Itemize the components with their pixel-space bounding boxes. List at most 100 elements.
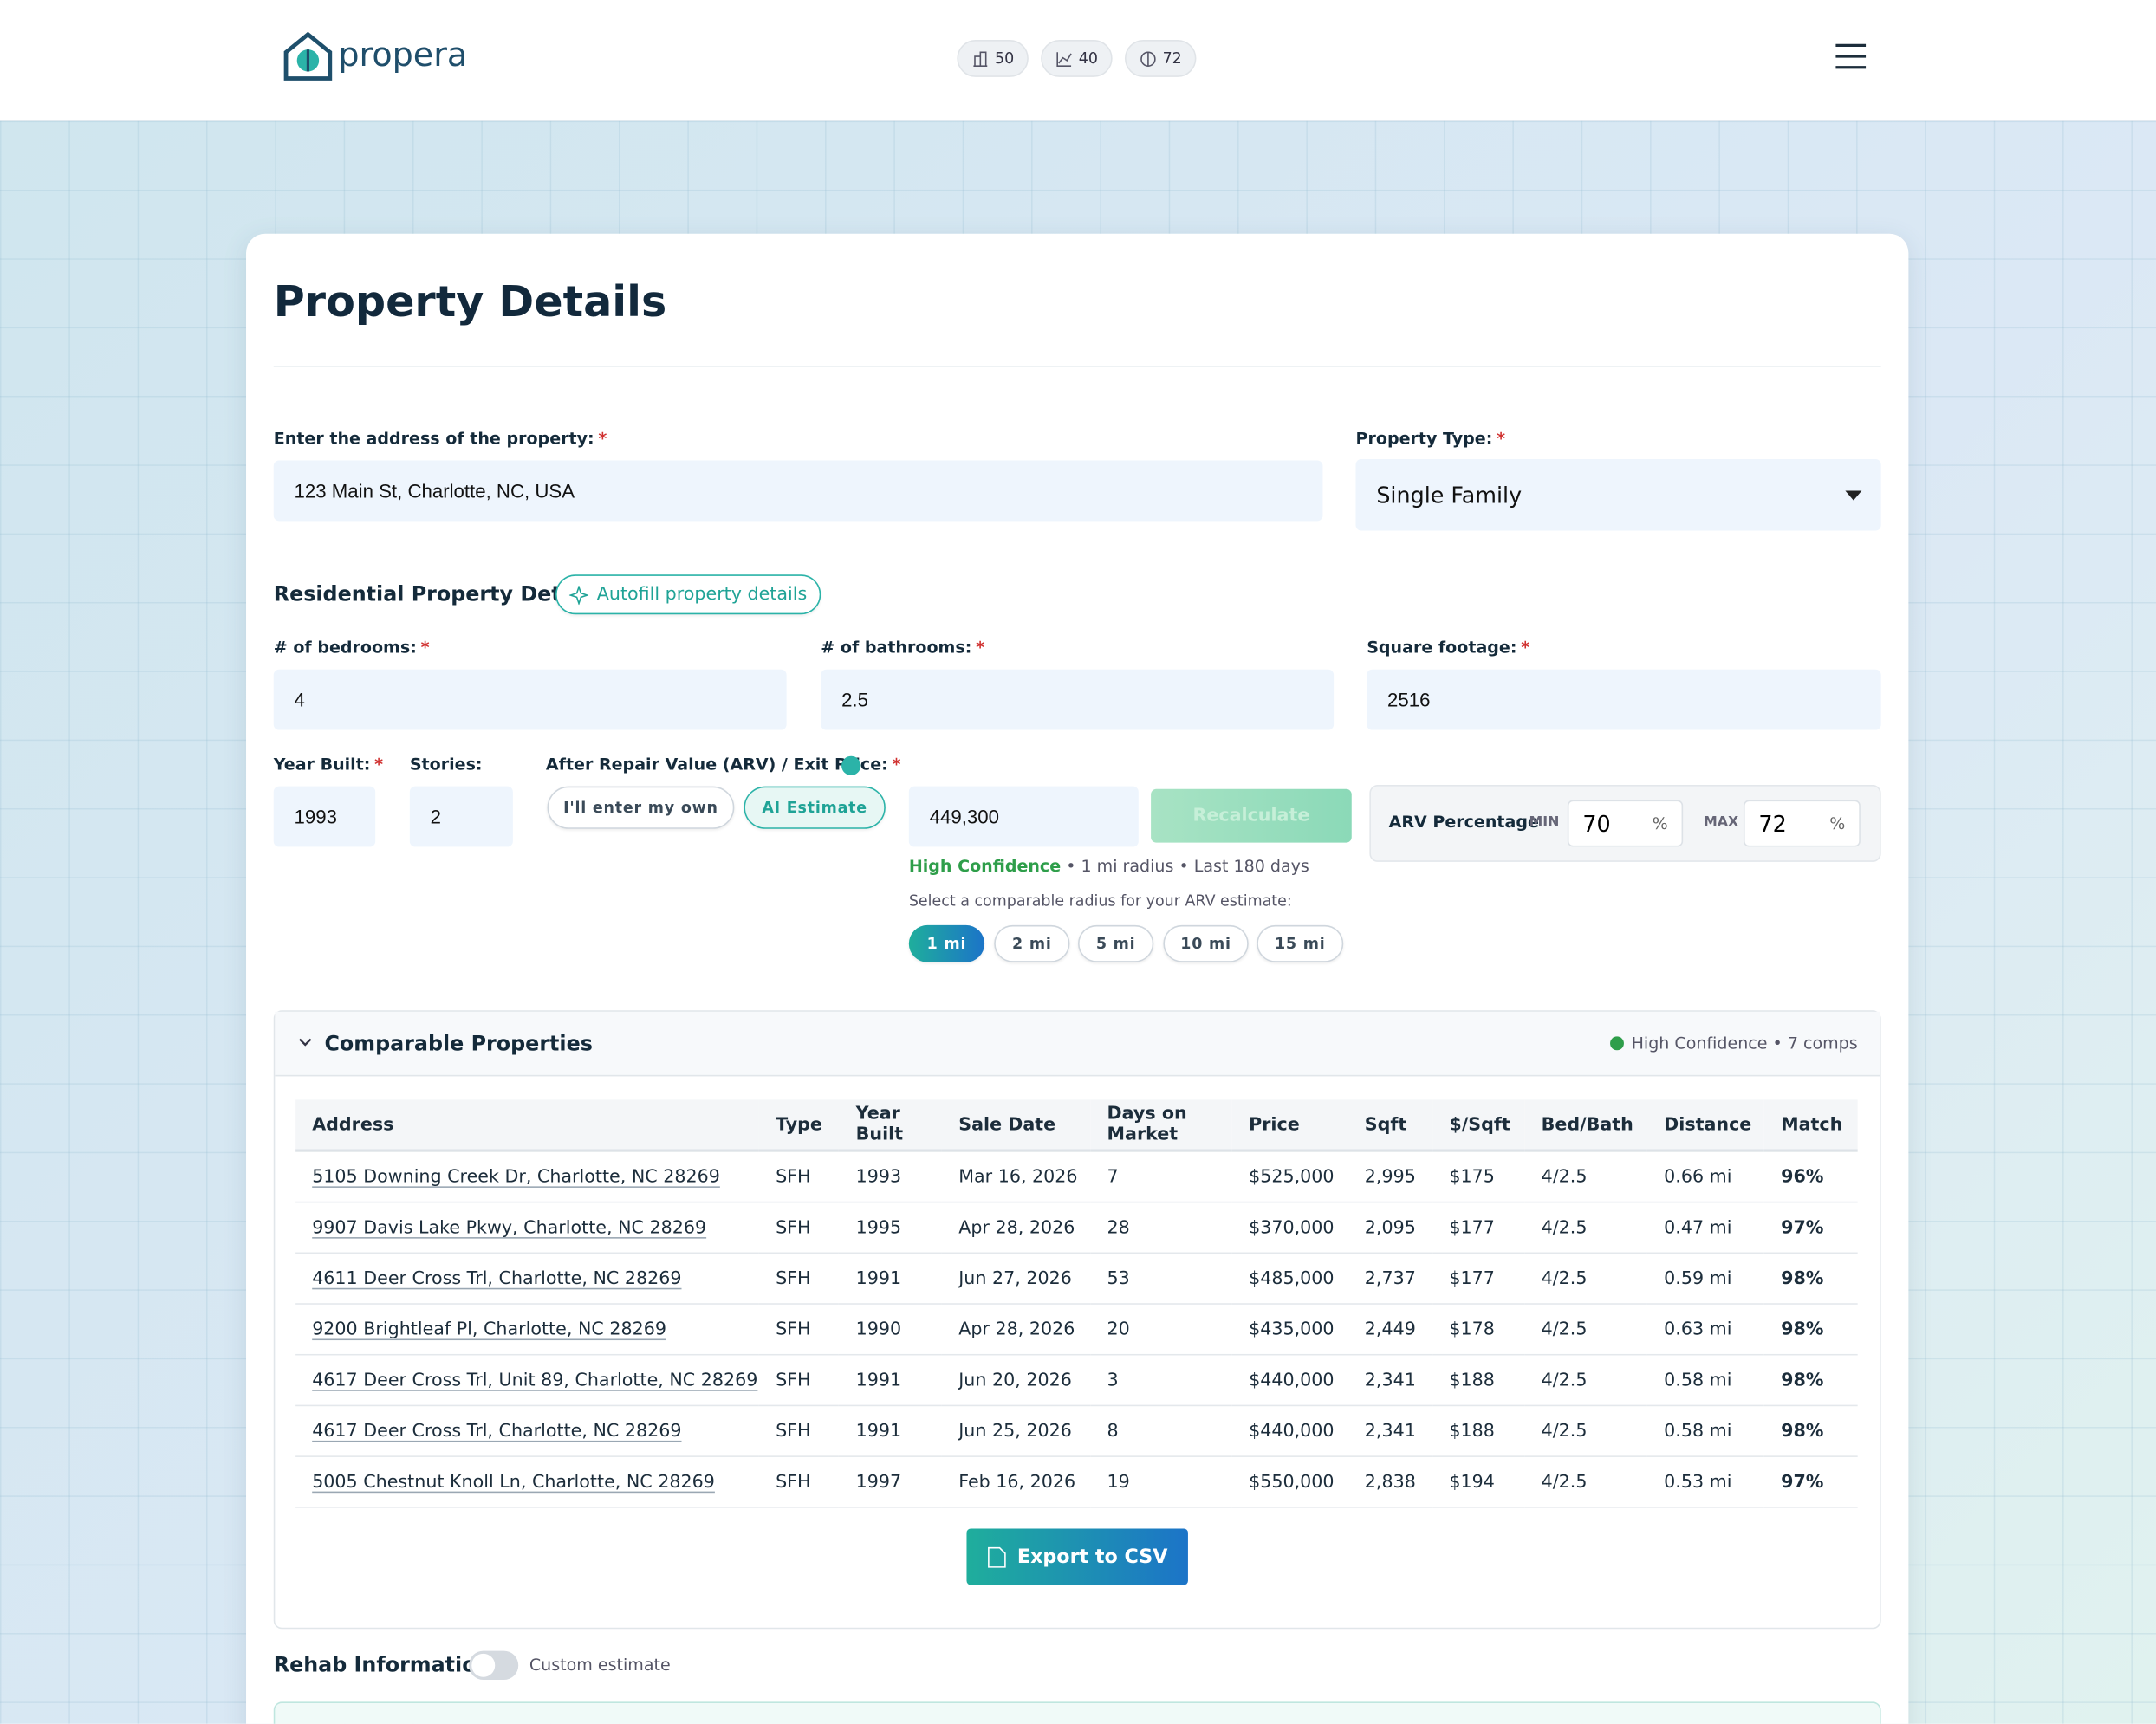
radius-prompt: Select a comparable radius for your ARV … (908, 891, 1292, 911)
rehab-title: Rehab Information (273, 1652, 491, 1677)
column-header: Year Built (839, 1099, 943, 1152)
column-header: Sale Date (942, 1099, 1091, 1152)
table-cell: 4/2.5 (1524, 1405, 1648, 1457)
badge[interactable]: 72 (1124, 40, 1197, 77)
table-cell: 7 (1090, 1150, 1233, 1203)
column-header: Distance (1647, 1099, 1765, 1152)
badge[interactable]: 50 (957, 40, 1029, 77)
table-cell: SFH (759, 1253, 840, 1305)
min-input[interactable]: 70% (1567, 800, 1684, 847)
table-cell: 98% (1764, 1253, 1858, 1305)
info-icon[interactable] (841, 755, 861, 775)
radius-pill[interactable]: 10 mi (1163, 924, 1249, 962)
table-cell: 98% (1764, 1405, 1858, 1457)
sqft-input[interactable]: 2516 (1367, 669, 1881, 730)
table-cell[interactable]: 9907 Davis Lake Pkwy, Charlotte, NC 2826… (295, 1202, 760, 1254)
table-cell: 3 (1090, 1354, 1233, 1407)
table-cell: $435,000 (1232, 1304, 1348, 1356)
address-link[interactable]: 4617 Deer Cross Trl, Unit 89, Charlotte,… (312, 1370, 758, 1390)
section-title: Residential Property Details (273, 581, 602, 606)
radius-pill[interactable]: 15 mi (1257, 924, 1344, 962)
table-cell: 98% (1764, 1304, 1858, 1356)
table-cell: 2,341 (1348, 1354, 1433, 1407)
table-cell: 0.66 mi (1647, 1150, 1765, 1203)
table-cell: 0.53 mi (1647, 1456, 1765, 1508)
badge-value: 72 (1162, 49, 1182, 68)
table-row: 4611 Deer Cross Trl, Charlotte, NC 28269… (295, 1253, 1858, 1305)
toggle[interactable] (469, 1650, 519, 1680)
table-row: 5105 Downing Creek Dr, Charlotte, NC 282… (295, 1150, 1858, 1203)
table-cell: 1991 (839, 1405, 943, 1457)
radius-pill[interactable]: 1 mi (908, 924, 985, 962)
table-cell: 1995 (839, 1202, 943, 1254)
radius-pill[interactable]: 2 mi (994, 924, 1070, 962)
table-cell: SFH (759, 1150, 840, 1203)
table-cell[interactable]: 5105 Downing Creek Dr, Charlotte, NC 282… (295, 1150, 760, 1203)
table-cell: 4/2.5 (1524, 1150, 1648, 1203)
comps-panel: Comparable Properties High Confidence • … (273, 1010, 1881, 1630)
table-cell: 53 (1090, 1253, 1233, 1305)
address-link[interactable]: 4611 Deer Cross Trl, Charlotte, NC 28269 (312, 1267, 682, 1289)
bedrooms-input[interactable]: 4 (273, 669, 787, 730)
table-cell: 2,737 (1348, 1253, 1433, 1305)
label: ARV Percentage (1388, 812, 1539, 832)
table-cell[interactable]: 4617 Deer Cross Trl, Unit 89, Charlotte,… (295, 1354, 760, 1407)
address-link[interactable]: 9200 Brightleaf Pl, Charlotte, NC 28269 (312, 1319, 666, 1340)
table-row: 9200 Brightleaf Pl, Charlotte, NC 28269 S… (295, 1304, 1858, 1356)
table-cell: $370,000 (1232, 1202, 1348, 1254)
label: After Repair Value (ARV) / Exit Price: * (545, 755, 901, 775)
table-row: 9907 Davis Lake Pkwy, Charlotte, NC 2826… (295, 1202, 1858, 1254)
address-link[interactable]: 5105 Downing Creek Dr, Charlotte, NC 282… (312, 1166, 720, 1188)
table-cell: Apr 28, 2026 (942, 1304, 1091, 1356)
table-cell: Apr 28, 2026 (942, 1202, 1091, 1254)
divider (273, 366, 1881, 367)
recalculate-button[interactable]: Recalculate (1151, 788, 1352, 843)
table-cell: SFH (759, 1405, 840, 1457)
address-input[interactable]: 123 Main St, Charlotte, NC, USA (273, 460, 1323, 522)
table-cell: 1991 (839, 1253, 943, 1305)
table-cell: 0.63 mi (1647, 1304, 1765, 1356)
address-link[interactable]: 5005 Chestnut Knoll Ln, Charlotte, NC 28… (312, 1471, 715, 1493)
table-cell: $485,000 (1232, 1253, 1348, 1305)
address-link[interactable]: 9907 Davis Lake Pkwy, Charlotte, NC 2826… (312, 1217, 707, 1238)
table-cell: 4/2.5 (1524, 1354, 1648, 1407)
table-wrap: Address Type Year Built Sale Date Days on Ma… (295, 1099, 1858, 1508)
badge[interactable]: 40 (1041, 40, 1113, 77)
table-cell: Jun 20, 2026 (942, 1354, 1091, 1407)
table-cell: $177 (1432, 1253, 1525, 1305)
badge-value: 40 (1078, 49, 1099, 68)
table-cell: $188 (1432, 1405, 1525, 1457)
menu-icon[interactable] (1835, 42, 1867, 70)
table-cell: 20 (1090, 1304, 1233, 1356)
column-header: Bed/Bath (1524, 1099, 1648, 1152)
table-cell: $550,000 (1232, 1456, 1348, 1508)
toggle-label: Custom estimate (529, 1655, 671, 1675)
comps-title: Comparable Properties (324, 1031, 593, 1056)
table-cell: 0.59 mi (1647, 1253, 1765, 1305)
arv-own-toggle[interactable]: I'll enter my own (547, 786, 735, 829)
table-cell[interactable]: 9200 Brightleaf Pl, Charlotte, NC 28269 (295, 1304, 760, 1356)
comps-table: Address Type Year Built Sale Date Days on Ma… (295, 1099, 1858, 1508)
address-link[interactable]: 4617 Deer Cross Trl, Charlotte, NC 28269 (312, 1420, 682, 1442)
export-button[interactable]: Export to CSV (966, 1528, 1188, 1585)
autofill-button[interactable]: Autofill property details (555, 574, 821, 615)
table-cell: 19 (1090, 1456, 1233, 1508)
arv-input[interactable]: 449,300 (908, 786, 1139, 847)
property-type-select[interactable]: Single Family (1355, 458, 1881, 531)
stories-input[interactable]: 2 (409, 786, 513, 847)
table-row: 5005 Chestnut Knoll Ln, Charlotte, NC 28… (295, 1456, 1858, 1508)
radius-pill[interactable]: 5 mi (1077, 924, 1154, 962)
max-input[interactable]: 72% (1743, 800, 1861, 847)
table-cell: 0.47 mi (1647, 1202, 1765, 1254)
table-cell: $440,000 (1232, 1354, 1348, 1407)
arv-ai-toggle[interactable]: AI Estimate (744, 786, 886, 829)
table-cell[interactable]: 4617 Deer Cross Trl, Charlotte, NC 28269 (295, 1405, 760, 1457)
table-cell[interactable]: 4611 Deer Cross Trl, Charlotte, NC 28269 (295, 1253, 760, 1305)
table-cell[interactable]: 5005 Chestnut Knoll Ln, Charlotte, NC 28… (295, 1456, 760, 1508)
year-built-input[interactable]: 1993 (273, 786, 376, 847)
column-header: Address (295, 1099, 760, 1152)
label: Year Built: * (273, 755, 384, 775)
table-row: 4617 Deer Cross Trl, Charlotte, NC 28269… (295, 1405, 1858, 1457)
table-cell: 97% (1764, 1456, 1858, 1508)
bathrooms-input[interactable]: 2.5 (821, 669, 1335, 730)
